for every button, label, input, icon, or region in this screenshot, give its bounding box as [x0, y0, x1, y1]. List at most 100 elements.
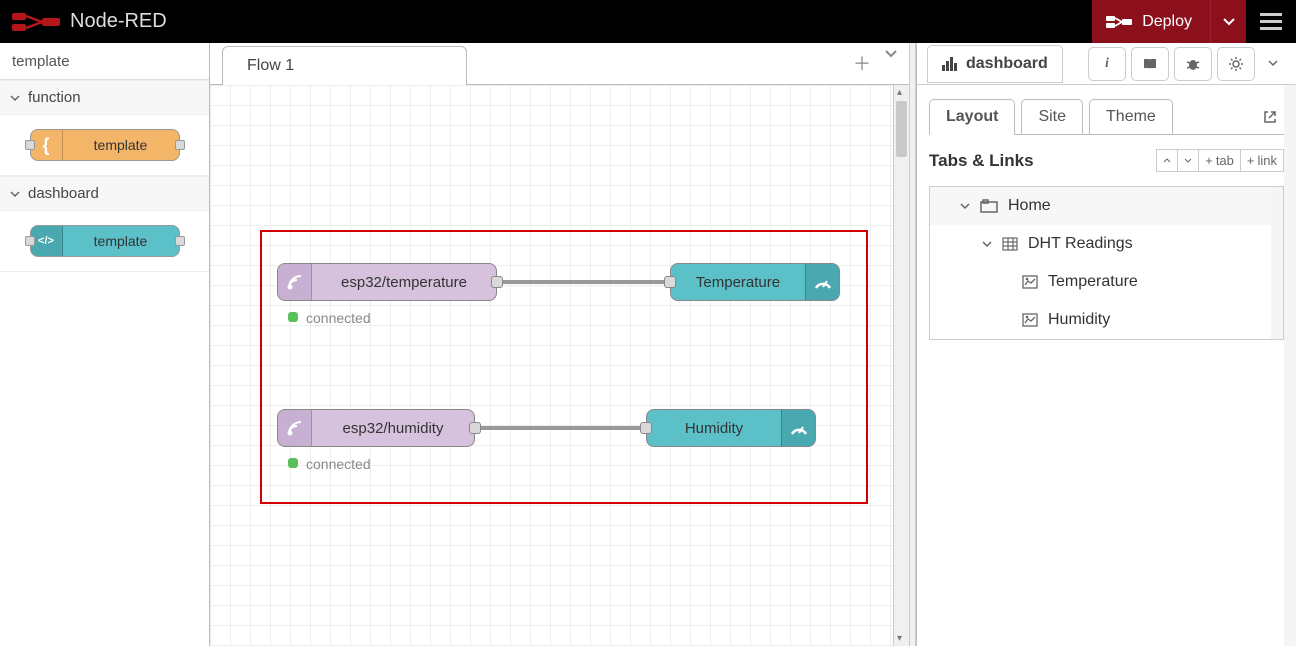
deploy-label: Deploy — [1142, 13, 1192, 31]
mqtt-icon — [278, 410, 312, 446]
expand-all-button[interactable] — [1178, 149, 1199, 172]
node-port — [175, 140, 185, 150]
add-tab-button[interactable]: ＋ — [853, 50, 871, 76]
palette-node-template-function[interactable]: { template — [30, 129, 180, 161]
debug-button[interactable] — [1174, 47, 1212, 81]
tabs-tree: Home DHT Readings Temperature Humidity — [929, 186, 1284, 340]
open-dashboard-button[interactable] — [1256, 103, 1284, 131]
wire[interactable] — [475, 426, 645, 430]
sidebar-title: dashboard — [966, 55, 1048, 73]
node-output-port[interactable] — [491, 276, 503, 288]
widget-icon — [1022, 275, 1038, 289]
gauge-icon — [781, 410, 815, 446]
node-gauge-temperature[interactable]: Temperature — [670, 263, 840, 301]
add-link-button[interactable]: +link — [1241, 149, 1284, 172]
caret-down-icon — [1223, 18, 1235, 26]
app-header: Node-RED Deploy — [0, 0, 1296, 43]
category-function[interactable]: function — [0, 80, 209, 115]
tree-label: DHT Readings — [1028, 235, 1133, 253]
category-dashboard-body: </> template — [0, 211, 209, 272]
category-dashboard[interactable]: dashboard — [0, 176, 209, 211]
tree-scrollbar[interactable] — [1271, 187, 1283, 339]
category-label: dashboard — [28, 185, 99, 202]
deploy-icon — [1106, 13, 1132, 31]
caret-down-icon — [1268, 60, 1278, 67]
node-mqtt-in-humidity[interactable]: esp32/humidity connected — [277, 409, 475, 447]
node-port — [25, 236, 35, 246]
config-button[interactable] — [1217, 47, 1255, 81]
main-area: ✕ function { template dashboard </> temp… — [0, 43, 1296, 646]
add-tab-button[interactable]: +tab — [1199, 149, 1241, 172]
help-button[interactable] — [1131, 47, 1169, 81]
plus-icon: + — [1247, 153, 1255, 168]
tree-label: Temperature — [1048, 273, 1138, 291]
workspace-tab-flow1[interactable]: Flow 1 — [222, 46, 467, 85]
tree-group-dht[interactable]: DHT Readings — [930, 225, 1283, 263]
sidebar-resize-handle[interactable] — [909, 43, 916, 646]
category-function-body: { template — [0, 115, 209, 176]
gauge-icon — [805, 264, 839, 300]
node-input-port[interactable] — [640, 422, 652, 434]
deploy-button[interactable]: Deploy — [1092, 0, 1210, 43]
tree-tab-home[interactable]: Home — [930, 187, 1283, 225]
book-icon — [1142, 57, 1158, 71]
deploy-dropdown[interactable] — [1210, 0, 1246, 43]
caret-down-icon — [885, 50, 897, 58]
chevron-down-icon — [10, 93, 20, 103]
flow-canvas[interactable]: esp32/temperature connected Temperature — [210, 85, 909, 646]
main-menu-button[interactable] — [1246, 0, 1296, 43]
nodered-logo-icon — [12, 12, 60, 32]
node-mqtt-in-temperature[interactable]: esp32/temperature connected — [277, 263, 497, 301]
status-dot — [288, 312, 298, 322]
section-title: Tabs & Links — [929, 151, 1034, 171]
palette-node-template-dashboard[interactable]: </> template — [30, 225, 180, 257]
info-icon: i — [1105, 56, 1109, 72]
logo-section: Node-RED — [0, 10, 179, 33]
dashboard-tabs: Layout Site Theme — [917, 85, 1296, 135]
tab-layout[interactable]: Layout — [929, 99, 1015, 135]
node-label: esp32/humidity — [312, 420, 474, 437]
info-button[interactable]: i — [1088, 47, 1126, 81]
category-label: function — [28, 89, 81, 106]
scroll-up-icon: ▴ — [897, 87, 902, 98]
tree-label: Humidity — [1048, 311, 1110, 329]
external-link-icon — [1262, 109, 1278, 125]
status-text: connected — [306, 310, 371, 326]
tab-site[interactable]: Site — [1021, 99, 1083, 135]
tree-widget-humidity[interactable]: Humidity — [930, 301, 1283, 339]
sidebar-menu-button[interactable] — [1260, 47, 1286, 81]
grid-icon — [1002, 237, 1018, 251]
canvas-scrollbar[interactable]: ▴ ▾ — [893, 85, 909, 646]
workspace-tabs: Flow 1 ＋ — [210, 43, 909, 85]
palette-search: ✕ — [0, 43, 209, 80]
sidebar-tab-dashboard[interactable]: dashboard — [927, 45, 1063, 83]
node-output-port[interactable] — [469, 422, 481, 434]
palette-search-input[interactable] — [12, 53, 211, 70]
node-port — [175, 236, 185, 246]
node-label: Temperature — [671, 274, 805, 291]
scrollbar-thumb[interactable] — [896, 101, 907, 157]
palette-node-label: template — [63, 233, 179, 249]
palette-panel: ✕ function { template dashboard </> temp… — [0, 43, 210, 646]
mqtt-icon — [278, 264, 312, 300]
tabs-menu-button[interactable] — [885, 50, 897, 76]
node-port — [25, 140, 35, 150]
bug-icon — [1185, 57, 1201, 71]
canvas-wrap: esp32/temperature connected Temperature — [210, 85, 909, 646]
node-gauge-humidity[interactable]: Humidity — [646, 409, 816, 447]
chevron-down-icon — [960, 201, 970, 211]
plus-icon: + — [1205, 153, 1213, 168]
tab-theme[interactable]: Theme — [1089, 99, 1173, 135]
sidebar-scrollbar[interactable] — [1284, 85, 1296, 646]
tab-icon — [980, 199, 998, 213]
tree-widget-temperature[interactable]: Temperature — [930, 263, 1283, 301]
wire[interactable] — [497, 280, 667, 284]
template-dashboard-icon: </> — [31, 226, 63, 256]
chevron-down-icon — [10, 189, 20, 199]
node-label: Humidity — [647, 420, 781, 437]
status-dot — [288, 458, 298, 468]
widget-icon — [1022, 313, 1038, 327]
node-input-port[interactable] — [664, 276, 676, 288]
node-label: esp32/temperature — [312, 274, 496, 291]
collapse-all-button[interactable] — [1156, 149, 1178, 172]
